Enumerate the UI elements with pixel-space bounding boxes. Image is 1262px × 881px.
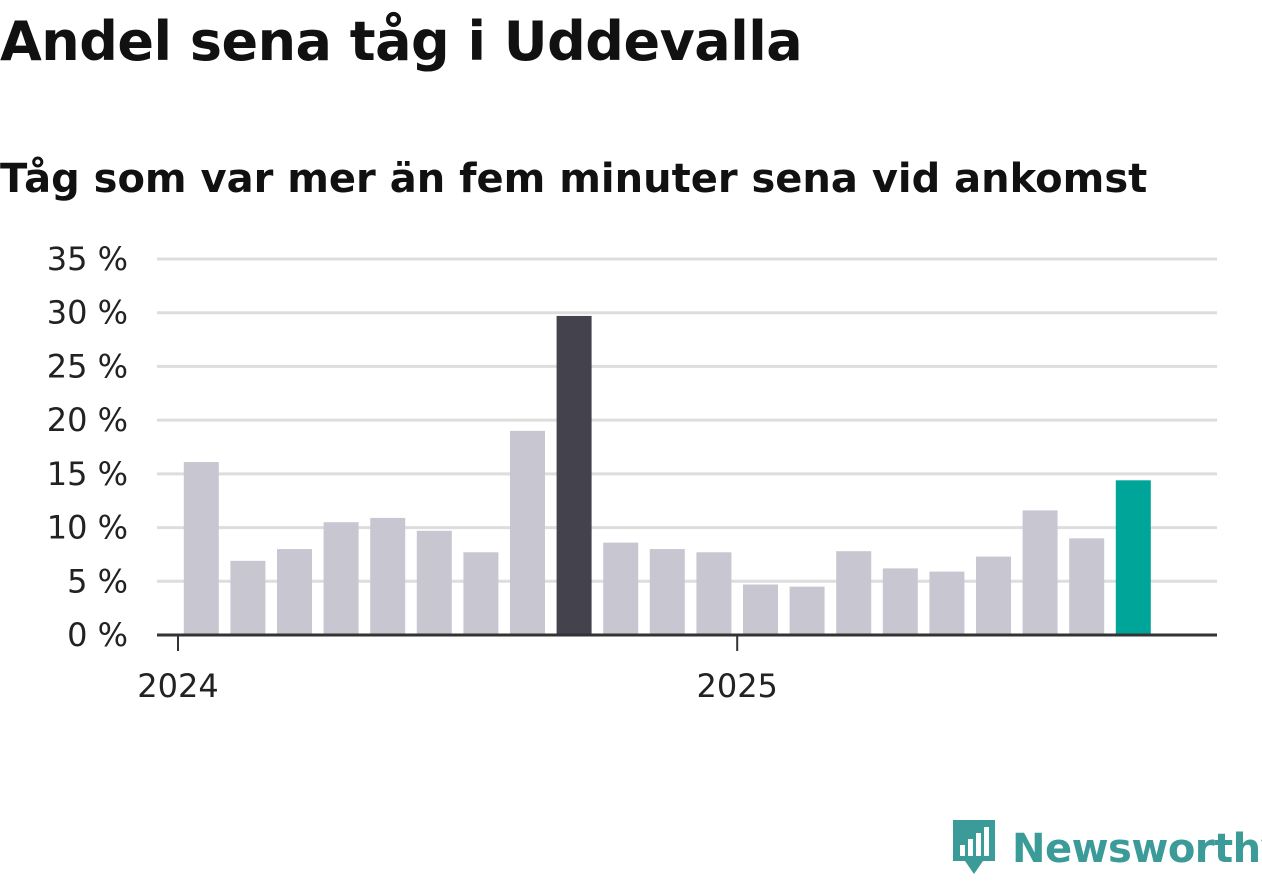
bar [510, 430, 545, 635]
newsworthy-logo-icon [950, 817, 998, 881]
y-tick-label: 5 % [67, 562, 128, 600]
bar [1022, 510, 1058, 635]
brand-name: Newsworthy [1012, 826, 1262, 872]
y-tick-label: 35 % [47, 240, 128, 278]
bar [929, 571, 965, 635]
bar [789, 586, 825, 635]
x-tick-label: 2024 [137, 667, 218, 705]
bar [696, 552, 732, 635]
bar [416, 530, 452, 635]
bar [183, 462, 219, 635]
bar [323, 522, 359, 635]
bars [183, 315, 1151, 635]
bar [976, 556, 1011, 635]
y-tick-label: 20 % [47, 401, 128, 439]
brand-footer: Newsworthy [950, 818, 1262, 880]
y-axis-labels: 0 % 5 % 10 % 15 % 20 % 25 % 30 % 35 % [47, 240, 128, 654]
chart-subtitle: Tåg som var mer än fem minuter sena vid … [0, 156, 1148, 202]
bar [1115, 480, 1151, 635]
x-axis: 2024 2025 [137, 633, 1217, 705]
y-tick-label: 25 % [47, 347, 128, 385]
bar [649, 549, 685, 635]
bar [370, 517, 406, 635]
y-tick-label: 0 % [67, 616, 128, 654]
bar [882, 568, 918, 635]
bar [743, 584, 778, 635]
chart-title: Andel sena tåg i Uddevalla [0, 10, 803, 73]
y-tick-label: 30 % [47, 294, 128, 332]
bar [1069, 538, 1105, 635]
bar [230, 560, 266, 635]
bar [836, 551, 872, 635]
bar-chart: 0 % 5 % 10 % 15 % 20 % 25 % 30 % 35 % 2024 2025 [47, 240, 1217, 705]
x-tick-label: 2025 [696, 667, 777, 705]
y-tick-label: 15 % [47, 455, 128, 493]
bar [556, 315, 592, 635]
bar [277, 549, 312, 635]
gridlines [157, 257, 1217, 583]
bar [463, 552, 499, 635]
bar [603, 542, 639, 635]
y-tick-label: 10 % [47, 509, 128, 547]
